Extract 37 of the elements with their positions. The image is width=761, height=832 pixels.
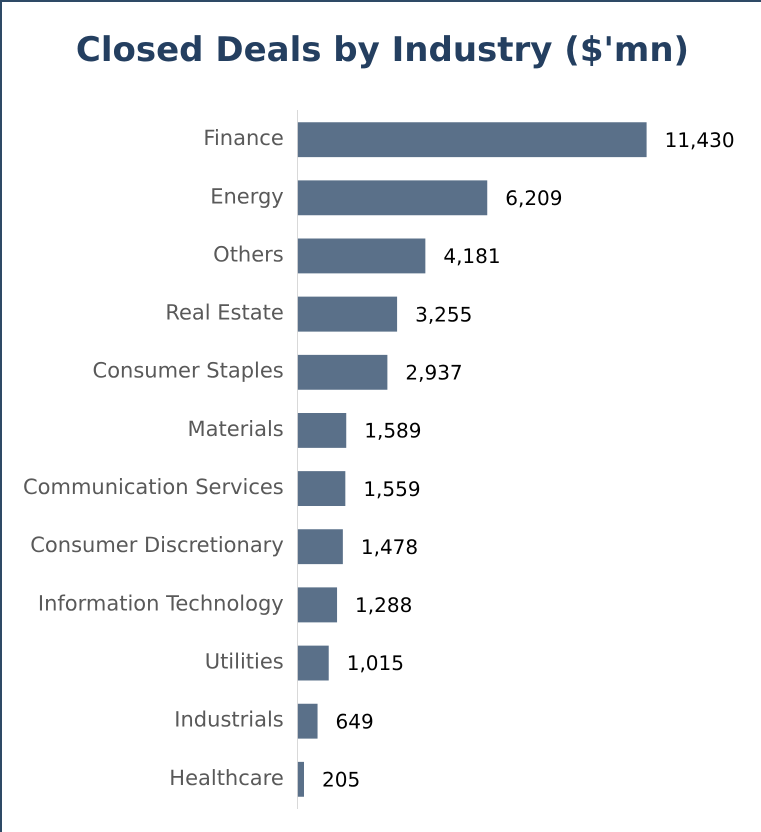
bar bbox=[298, 762, 304, 797]
data-label: 1,559 bbox=[363, 476, 421, 501]
y-tick-label: Energy bbox=[210, 184, 284, 208]
bar bbox=[298, 587, 338, 622]
data-label: 649 bbox=[336, 709, 374, 734]
y-tick-label: Industrials bbox=[174, 708, 284, 732]
chart-title: Closed Deals by Industry ($'mn) bbox=[74, 30, 690, 70]
y-tick-label: Utilities bbox=[204, 649, 284, 674]
data-label: 4,181 bbox=[443, 244, 501, 268]
bar bbox=[298, 704, 318, 739]
bar bbox=[298, 122, 647, 158]
bar bbox=[298, 529, 343, 564]
y-tick-label: Information Technology bbox=[38, 591, 284, 616]
bar bbox=[298, 180, 488, 216]
bar bbox=[298, 646, 329, 680]
y-tick-label: Communication Services bbox=[22, 475, 284, 500]
data-label: 1,015 bbox=[346, 651, 404, 676]
data-label: 11,430 bbox=[664, 128, 735, 152]
bar bbox=[298, 354, 388, 390]
data-label: 1,478 bbox=[360, 534, 418, 559]
bar bbox=[298, 412, 346, 448]
bar bbox=[298, 238, 426, 274]
y-tick-label: Others bbox=[213, 242, 284, 266]
bar bbox=[298, 471, 346, 506]
bar bbox=[298, 296, 398, 332]
y-tick-label: Consumer Staples bbox=[92, 358, 284, 383]
y-tick-label: Healthcare bbox=[169, 766, 284, 790]
y-tick-label: Materials bbox=[187, 416, 284, 441]
data-label: 205 bbox=[322, 768, 360, 792]
y-tick-label: Consumer Discretionary bbox=[30, 533, 284, 558]
data-label: 2,937 bbox=[405, 360, 463, 384]
y-tick-label: Finance bbox=[203, 126, 284, 150]
y-tick-label: Real Estate bbox=[165, 300, 284, 325]
data-label: 6,209 bbox=[505, 186, 563, 210]
data-label: 1,589 bbox=[364, 418, 422, 443]
data-label: 1,288 bbox=[355, 593, 412, 618]
data-label: 3,255 bbox=[415, 302, 472, 326]
